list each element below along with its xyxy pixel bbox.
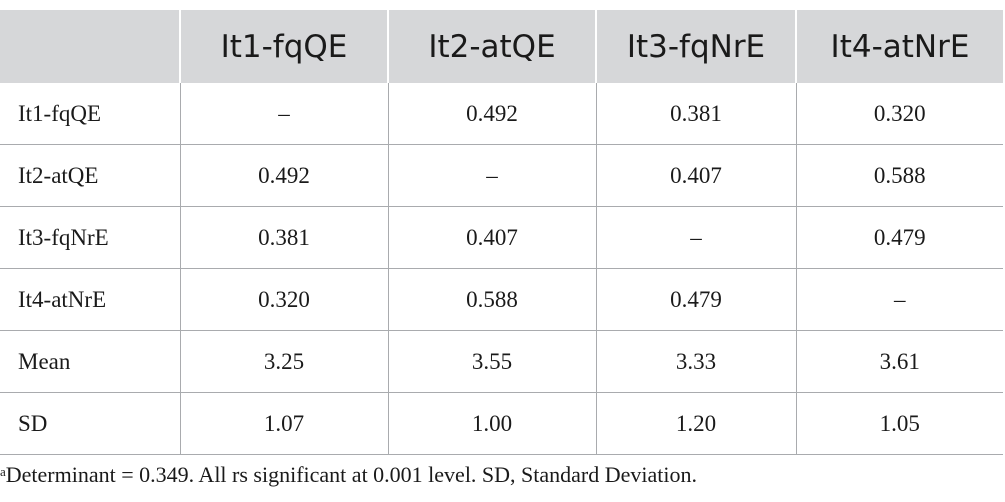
footnote-marker: a bbox=[0, 464, 6, 479]
table-cell: 3.25 bbox=[179, 330, 388, 393]
header-row: It1-fqQE It2-atQE It3-fqNrE It4-atNrE bbox=[0, 10, 1003, 83]
table-cell: 0.320 bbox=[795, 83, 1003, 145]
table-row: It2-atQE 0.492 – 0.407 0.588 bbox=[0, 144, 1003, 207]
header-cell-it1-fqqe: It1-fqQE bbox=[179, 10, 388, 83]
table-cell: 0.588 bbox=[387, 268, 596, 331]
table-cell: 0.407 bbox=[595, 144, 796, 207]
table-row: It1-fqQE – 0.492 0.381 0.320 bbox=[0, 83, 1003, 145]
table-cell: 1.20 bbox=[595, 392, 796, 455]
table-cell: 0.479 bbox=[595, 268, 796, 331]
table-cell: 0.320 bbox=[179, 268, 388, 331]
table-footnote: aDeterminant = 0.349. All rs significant… bbox=[0, 462, 697, 488]
table-cell: 3.33 bbox=[595, 330, 796, 393]
correlation-table: It1-fqQE It2-atQE It3-fqNrE It4-atNrE It… bbox=[0, 10, 1003, 455]
table-cell: 0.492 bbox=[179, 144, 388, 207]
footnote-text: Determinant = 0.349. All rs significant … bbox=[5, 462, 698, 487]
row-label: It2-atQE bbox=[0, 144, 180, 207]
table-cell: 0.479 bbox=[795, 206, 1003, 269]
table-cell: 0.381 bbox=[595, 83, 796, 145]
table-cell: 0.492 bbox=[387, 83, 596, 145]
table-cell: 1.05 bbox=[795, 392, 1003, 455]
header-cell-it3-fqnre: It3-fqNrE bbox=[595, 10, 796, 83]
table-cell: – bbox=[179, 83, 388, 145]
row-label: SD bbox=[0, 392, 180, 455]
table-cell: – bbox=[387, 144, 596, 207]
header-cell-corner bbox=[0, 10, 180, 83]
table-cell: 1.07 bbox=[179, 392, 388, 455]
table-cell: 1.00 bbox=[387, 392, 596, 455]
row-label: It3-fqNrE bbox=[0, 206, 180, 269]
header-cell-it2-atqe: It2-atQE bbox=[387, 10, 596, 83]
header-cell-it4-atnre: It4-atNrE bbox=[795, 10, 1003, 83]
table-cell: 0.588 bbox=[795, 144, 1003, 207]
row-label: It4-atNrE bbox=[0, 268, 180, 331]
table-cell: 0.407 bbox=[387, 206, 596, 269]
table-cell: 0.381 bbox=[179, 206, 388, 269]
table-row: SD 1.07 1.00 1.20 1.05 bbox=[0, 392, 1003, 455]
table-row: Mean 3.25 3.55 3.33 3.61 bbox=[0, 330, 1003, 393]
row-label: It1-fqQE bbox=[0, 83, 180, 145]
table-cell: – bbox=[795, 268, 1003, 331]
table-cell: 3.61 bbox=[795, 330, 1003, 393]
table-cell: 3.55 bbox=[387, 330, 596, 393]
table-row: It4-atNrE 0.320 0.588 0.479 – bbox=[0, 268, 1003, 331]
row-label: Mean bbox=[0, 330, 180, 393]
table-cell: – bbox=[595, 206, 796, 269]
table-row: It3-fqNrE 0.381 0.407 – 0.479 bbox=[0, 206, 1003, 269]
